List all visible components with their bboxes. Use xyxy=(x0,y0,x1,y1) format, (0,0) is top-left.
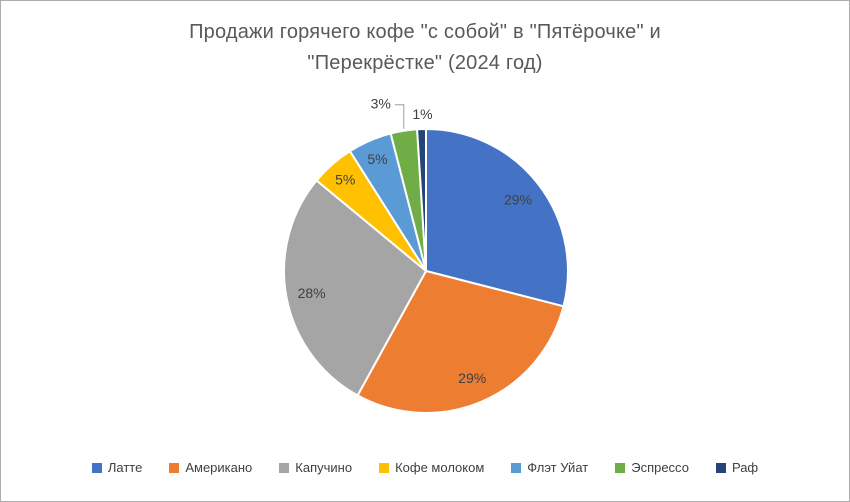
legend-label: Флэт Уйат xyxy=(527,460,589,475)
legend-item-2[interactable]: Капучино xyxy=(279,460,352,475)
slice-label-2: 28% xyxy=(298,285,326,301)
legend-label: Кофе молоком xyxy=(395,460,485,475)
pie-slice-0[interactable] xyxy=(425,128,569,308)
slice-label-0: 29% xyxy=(504,192,532,208)
pie-slice-1[interactable] xyxy=(356,270,565,414)
legend-label: Американо xyxy=(185,460,253,475)
legend-item-1[interactable]: Американо xyxy=(169,460,252,475)
pie-slice-2[interactable] xyxy=(283,179,427,397)
slice-label-4: 5% xyxy=(367,151,387,167)
legend-item-3[interactable]: Кофе молоком xyxy=(379,460,484,475)
label-leader-line xyxy=(394,104,405,129)
slice-label-5: 3% xyxy=(371,96,391,112)
chart-title-line-1: Продажи горячего кофе "с собой" в "Пятёр… xyxy=(189,21,661,43)
legend-swatch-icon xyxy=(615,462,626,473)
legend-swatch-icon xyxy=(169,462,180,473)
legend-label: Латте xyxy=(107,460,143,475)
legend-item-5[interactable]: Эспрессо xyxy=(615,460,689,475)
slice-label-6: 1% xyxy=(412,106,432,122)
slice-label-3: 5% xyxy=(335,171,355,187)
legend: Латте Американо Капучино Кофе молоком Флэт У… xyxy=(1,460,849,475)
legend-label: Эспрессо xyxy=(631,460,689,475)
legend-item-0[interactable]: Латте xyxy=(91,460,143,475)
pie-slice-6[interactable] xyxy=(416,128,427,272)
chart-title-line-2: "Перекрёстке" (2024 год) xyxy=(307,52,543,74)
slice-label-1: 29% xyxy=(458,370,486,386)
legend-item-6[interactable]: Раф xyxy=(715,460,759,475)
legend-swatch-icon xyxy=(379,462,390,473)
legend-item-4[interactable]: Флэт Уйат xyxy=(511,460,588,475)
legend-swatch-icon xyxy=(91,462,102,473)
legend-label: Раф xyxy=(731,460,759,475)
legend-swatch-icon xyxy=(279,462,290,473)
legend-swatch-icon xyxy=(715,462,726,473)
chart-title: Продажи горячего кофе "с собой" в "Пятёр… xyxy=(1,17,849,79)
legend-swatch-icon xyxy=(511,462,522,473)
legend-label: Капучино xyxy=(295,460,353,475)
